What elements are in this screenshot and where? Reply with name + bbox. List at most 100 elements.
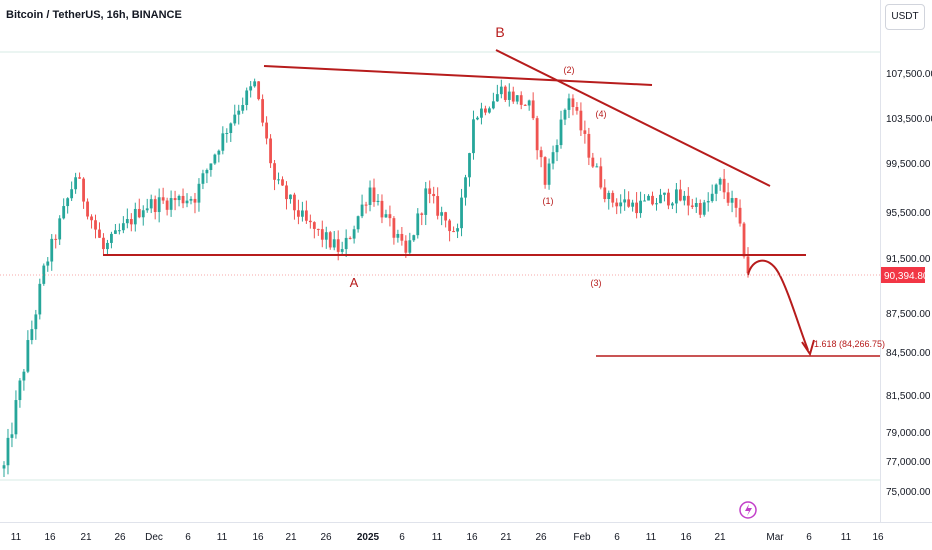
- candle-body: [145, 208, 149, 211]
- candle-body: [2, 465, 6, 469]
- x-tick-label: 26: [535, 532, 547, 543]
- candle-body: [245, 90, 249, 106]
- candle-body: [149, 199, 153, 209]
- y-tick-label: 107,500.00: [886, 69, 932, 80]
- candle-body: [308, 220, 312, 223]
- candle-body: [6, 437, 10, 466]
- candle-body: [304, 210, 308, 221]
- price-axis-separator: [880, 0, 881, 522]
- candle-body: [690, 205, 694, 207]
- candle-body: [511, 91, 515, 102]
- y-tick-label: 79,000.00: [886, 428, 931, 439]
- candle-body: [491, 101, 495, 109]
- candle-body: [253, 81, 257, 87]
- time-axis[interactable]: 11 16 21 26 Dec 6 11 16 21 26 2025 6 11 16 21 26 Feb 6 11 1…: [11, 532, 884, 543]
- candle-body: [734, 198, 738, 208]
- label-wave-2: (2): [564, 65, 575, 75]
- candle-body: [647, 195, 650, 201]
- candle-body: [420, 213, 424, 215]
- candle-body: [364, 204, 368, 206]
- candle-body: [507, 91, 511, 100]
- candle-body: [456, 228, 459, 232]
- candle-body: [74, 177, 78, 190]
- candle-body: [480, 108, 483, 118]
- candle-body: [484, 108, 487, 113]
- candle-series: [2, 78, 750, 478]
- y-tick-label: 87,500.00: [886, 309, 931, 320]
- candle-body: [106, 242, 109, 250]
- candle-body: [615, 202, 619, 207]
- x-tick-label: Feb: [573, 532, 591, 543]
- x-tick-label: 16: [466, 532, 478, 543]
- x-tick-label: 21: [500, 532, 512, 543]
- label-wave-4: (4): [596, 109, 607, 119]
- candle-body: [531, 100, 535, 119]
- candle-body: [380, 200, 384, 218]
- projection-arrowhead: [801, 339, 815, 357]
- candle-body: [213, 154, 217, 164]
- x-tick-label: 6: [185, 532, 191, 543]
- candle-body: [718, 178, 722, 185]
- x-tick-label: Mar: [766, 532, 784, 543]
- candle-body: [257, 81, 261, 100]
- candle-body: [58, 218, 62, 240]
- candle-body: [460, 197, 463, 229]
- candle-body: [698, 203, 702, 215]
- candle-body: [416, 213, 420, 236]
- descending-trendline: [495, 49, 771, 187]
- candle-body: [18, 380, 22, 401]
- candle-body: [185, 200, 189, 204]
- candle-body: [396, 233, 400, 238]
- candle-body: [464, 177, 467, 198]
- candle-body: [125, 219, 129, 224]
- candle-body: [22, 371, 26, 381]
- horizontal-grid: [0, 51, 880, 481]
- candle-body: [46, 261, 50, 266]
- candle-body: [356, 216, 360, 230]
- current-price-label: 90,394.80: [884, 271, 929, 282]
- candle-body: [495, 94, 499, 102]
- candle-body: [603, 187, 607, 200]
- x-tick-label: 21: [80, 532, 92, 543]
- candle-body: [476, 117, 479, 120]
- candle-body: [320, 229, 324, 240]
- candle-body: [181, 195, 185, 204]
- currency-button[interactable]: USDT: [885, 4, 925, 30]
- candle-body: [233, 114, 237, 124]
- price-axis[interactable]: 107,500.00 103,500.00 99,500.00 95,500.00 91…: [881, 69, 932, 498]
- candle-body: [543, 157, 547, 185]
- candle-body: [424, 188, 428, 215]
- candle-body: [682, 195, 686, 201]
- candle-body: [368, 187, 372, 205]
- x-tick-label: 6: [806, 532, 812, 543]
- candle-body: [30, 329, 34, 341]
- candle-body: [249, 86, 253, 91]
- label-b: B: [495, 24, 504, 40]
- annotation-labels: A B (1) (2) (3) (4) 1.618 (84,266.75): [350, 24, 885, 519]
- candle-body: [746, 256, 750, 274]
- candle-body: [38, 283, 42, 315]
- candle-body: [392, 218, 396, 238]
- candle-body: [742, 223, 746, 257]
- candle-body: [527, 100, 531, 106]
- candle-body: [265, 122, 268, 139]
- candle-body: [651, 195, 654, 205]
- candle-body: [619, 202, 623, 207]
- candle-body: [277, 179, 280, 181]
- candle-body: [197, 183, 201, 203]
- candle-body: [161, 197, 165, 201]
- candle-body: [487, 108, 491, 113]
- y-tick-label: 75,000.00: [886, 487, 931, 498]
- candle-body: [686, 195, 690, 206]
- candle-body: [54, 238, 58, 240]
- candle-body: [694, 203, 698, 207]
- candle-body: [523, 104, 527, 106]
- candle-body: [503, 86, 507, 100]
- candle-body: [312, 222, 316, 229]
- x-tick-label: 26: [114, 532, 126, 543]
- candle-body: [627, 199, 631, 207]
- candle-body: [408, 240, 412, 253]
- candle-body: [710, 193, 714, 202]
- y-tick-label: 95,500.00: [886, 208, 931, 219]
